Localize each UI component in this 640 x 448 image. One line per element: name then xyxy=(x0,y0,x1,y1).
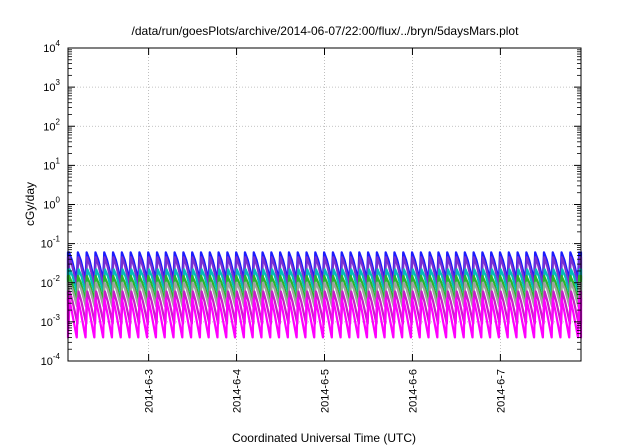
x-axis: 2014-6-3 2014-6-4 2014-6-5 2014-6-6 2014-6-7 xyxy=(144,48,507,413)
x-axis-label: Coordinated Universal Time (UTC) xyxy=(232,431,416,445)
chart-title: /data/run/goesPlots/archive/2014-06-07/2… xyxy=(132,24,520,38)
y-tick-label: 10-4 xyxy=(41,352,61,368)
y-tick-label: 10-2 xyxy=(41,274,61,290)
y-tick-label: 102 xyxy=(43,117,60,133)
series-group xyxy=(66,251,583,339)
y-tick-label: 103 xyxy=(43,78,60,94)
y-tick-label: 100 xyxy=(43,196,60,212)
y-tick-label: 10-1 xyxy=(41,235,61,251)
x-tick-label: 2014-6-7 xyxy=(495,369,507,413)
grid xyxy=(68,48,581,361)
x-tick-label: 2014-6-5 xyxy=(320,369,332,413)
y-tick-label: 104 xyxy=(43,39,60,55)
x-tick-label: 2014-6-6 xyxy=(407,369,419,413)
y-tick-label: 101 xyxy=(43,156,60,172)
y-axis-label: cGy/day xyxy=(23,182,37,226)
x-tick-label: 2014-6-3 xyxy=(144,369,156,413)
y-tick-label: 10-3 xyxy=(41,313,61,329)
x-tick-label: 2014-6-4 xyxy=(232,369,244,413)
y-axis: 10-4 10-3 10-2 10-1 100 101 102 103 104 xyxy=(41,39,581,368)
series-line xyxy=(66,297,583,339)
